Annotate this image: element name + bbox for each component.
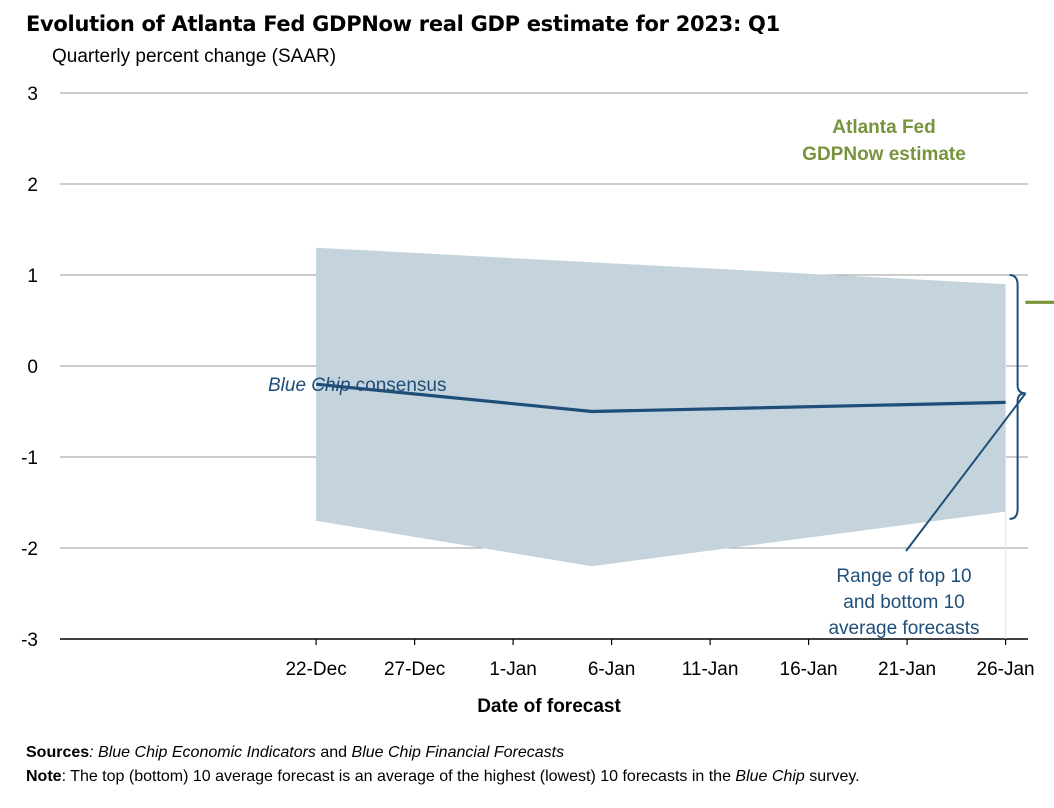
note-text: : The top (bottom) 10 average forecast i… bbox=[61, 768, 736, 785]
x-tick-label: 21-Jan bbox=[878, 659, 936, 680]
range-band bbox=[316, 247, 1006, 567]
annotation-layer: Blue Chip consensus Atlanta Fed GDPNow est… bbox=[268, 117, 1027, 639]
blue-chip-consensus-line bbox=[315, 382, 1006, 414]
y-tick-label: 2 bbox=[27, 175, 38, 196]
blue-chip-consensus-label: Blue Chip consensus bbox=[268, 375, 447, 396]
chart-subtitle: Quarterly percent change (SAAR) bbox=[52, 46, 337, 67]
sources-note: Sources: Blue Chip Economic Indicators a… bbox=[26, 744, 564, 762]
note-italic: Blue Chip bbox=[735, 768, 805, 785]
x-tick-label: 26-Jan bbox=[977, 659, 1035, 680]
x-tick-label: 6-Jan bbox=[588, 659, 636, 680]
y-tick-label: 0 bbox=[27, 357, 38, 378]
label-rest-part: consensus bbox=[350, 375, 446, 396]
range-band-layer bbox=[316, 247, 1007, 639]
x-tick-label: 16-Jan bbox=[780, 659, 838, 680]
sources-colon: : bbox=[89, 744, 94, 761]
range-leader-line bbox=[905, 392, 1027, 552]
y-tick-label: -1 bbox=[21, 448, 38, 469]
gdpnow-estimate-line bbox=[1025, 300, 1054, 304]
x-axis-title: Date of forecast bbox=[477, 696, 621, 717]
x-tick-label: 27-Dec bbox=[384, 659, 445, 680]
chart-title: Evolution of Atlanta Fed GDPNow real GDP… bbox=[26, 12, 780, 36]
y-tick-label: 1 bbox=[27, 266, 38, 287]
x-tick-label: 1-Jan bbox=[489, 659, 537, 680]
gdpnow-label-line-2: GDPNow estimate bbox=[802, 144, 966, 165]
label-italic-part: Blue Chip bbox=[268, 375, 350, 396]
footnote: Note: The top (bottom) 10 average foreca… bbox=[26, 768, 860, 786]
x-tick-label: 22-Dec bbox=[285, 659, 346, 680]
series-layer bbox=[315, 300, 1054, 414]
range-label-line-1: Range of top 10 bbox=[836, 566, 971, 587]
range-label-line-2: and bottom 10 bbox=[843, 592, 964, 613]
y-tick-label: -3 bbox=[21, 630, 38, 651]
sources-label: Sources bbox=[26, 744, 90, 761]
sources-title-1: Blue Chip Economic Indicators bbox=[98, 744, 316, 761]
y-tick-label: 3 bbox=[27, 84, 38, 105]
gdpnow-label-line-1: Atlanta Fed bbox=[832, 117, 935, 138]
sources-and: and bbox=[315, 744, 352, 761]
y-tick-label: -2 bbox=[21, 539, 38, 560]
axis-layer: 3 2 1 0 -1 -2 -3 22-Dec 27-Dec 1-Jan 6-Jan 11-Jan 16… bbox=[21, 84, 1035, 717]
note-end: survey. bbox=[804, 768, 860, 785]
sources-title-2: Blue Chip Financial Forecasts bbox=[351, 744, 565, 761]
note-label: Note bbox=[26, 768, 62, 785]
x-tick-label: 11-Jan bbox=[682, 659, 739, 680]
range-label-line-3: average forecasts bbox=[828, 618, 979, 639]
